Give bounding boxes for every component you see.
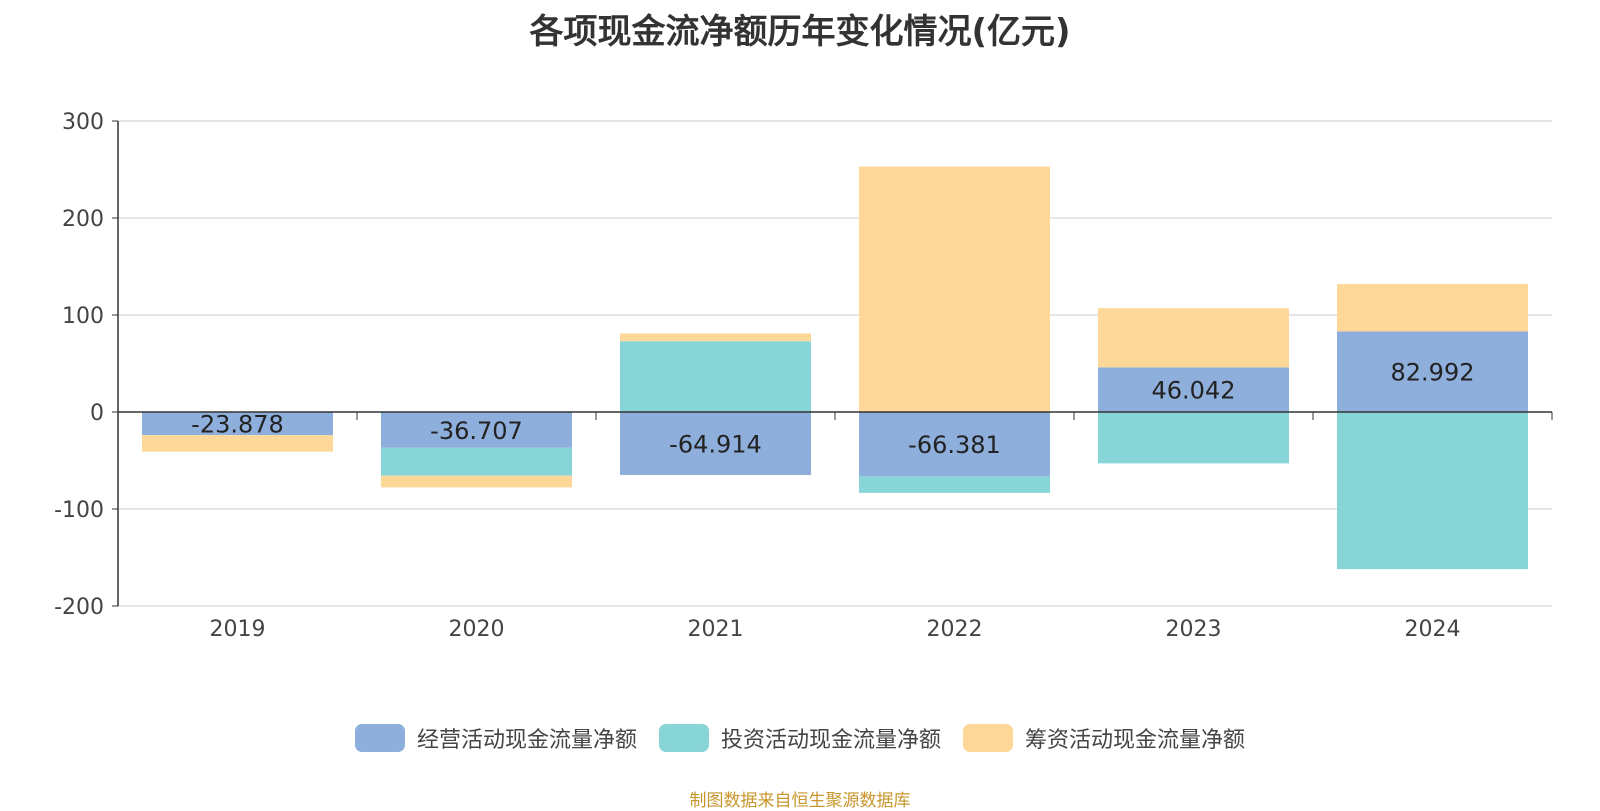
x-tick-label: 2021 — [688, 617, 744, 642]
legend-label-investing: 投资活动现金流量净额 — [720, 728, 941, 753]
bar-2021-series-2[interactable] — [620, 333, 811, 342]
x-tick-label: 2024 — [1405, 617, 1461, 642]
data-label-2024: 82.992 — [1391, 359, 1475, 387]
data-label-2019: -23.878 — [191, 411, 284, 439]
x-tick-label: 2022 — [927, 617, 983, 642]
bar-2022-series-2[interactable] — [859, 166, 1050, 412]
legend: 经营活动现金流量净额 投资活动现金流量净额 筹资活动现金流量净额 — [0, 722, 1600, 754]
bar-2020-series-0[interactable] — [381, 412, 572, 448]
bar-2021-series-0[interactable] — [620, 412, 811, 475]
legend-item-investing[interactable]: 投资活动现金流量净额 — [658, 722, 941, 754]
y-tick-label: -100 — [54, 498, 104, 523]
chart-plot: 300 200 100 0 -100 -200 2019 2020 2021 2022 2023 20… — [54, 110, 1553, 642]
bar-2022-series-1[interactable] — [859, 476, 1050, 493]
legend-swatch-operating — [354, 724, 405, 752]
gridlines — [118, 120, 1552, 607]
data-label-2020: -36.707 — [430, 417, 523, 445]
axes: 300 200 100 0 -100 -200 2019 2020 2021 2022 2023 20… — [54, 110, 1553, 642]
bar-2023-series-1[interactable] — [1098, 412, 1289, 464]
legend-item-operating[interactable]: 经营活动现金流量净额 — [354, 722, 637, 754]
data-label-2023: 46.042 — [1152, 377, 1236, 405]
source-note: 制图数据来自恒生聚源数据库 — [689, 791, 911, 811]
bar-2024-series-1[interactable] — [1337, 412, 1528, 570]
bar-2020-series-1[interactable] — [381, 447, 572, 476]
bar-2019-series-0[interactable] — [142, 412, 333, 436]
bar-2022-series-0[interactable] — [859, 412, 1050, 477]
legend-swatch-financing — [963, 724, 1013, 752]
bar-2020-series-2[interactable] — [381, 475, 572, 488]
bar-2019-series-2[interactable] — [142, 435, 333, 452]
y-tick-label: 300 — [62, 110, 104, 135]
data-label-2022: -66.381 — [908, 431, 1001, 459]
y-tick-label: 0 — [90, 401, 104, 426]
legend-label-operating: 经营活动现金流量净额 — [416, 728, 637, 753]
legend-swatch-investing — [658, 724, 709, 752]
legend-item-financing[interactable]: 筹资活动现金流量净额 — [963, 722, 1245, 754]
bars — [142, 166, 1528, 570]
bar-2024-series-2[interactable] — [1337, 283, 1528, 332]
y-tick-label: 100 — [62, 304, 104, 329]
y-tick-label: 200 — [62, 207, 104, 232]
x-tick-label: 2020 — [449, 617, 505, 642]
chart-title: 各项现金流净额历年变化情况(亿元) — [529, 12, 1071, 52]
data-label-2021: -64.914 — [669, 430, 762, 458]
legend-label-financing: 筹资活动现金流量净额 — [1025, 728, 1246, 753]
data-labels: -23.878 -36.707 -64.914 -66.381 46.042 82.992 — [191, 359, 1474, 459]
x-tick-label: 2019 — [210, 617, 266, 642]
y-tick-label: -200 — [54, 595, 104, 620]
bar-2021-series-1[interactable] — [620, 341, 811, 412]
x-tick-label: 2023 — [1166, 617, 1222, 642]
bar-2024-series-0[interactable] — [1337, 331, 1528, 412]
bar-2023-series-2[interactable] — [1098, 308, 1289, 368]
bar-2023-series-0[interactable] — [1098, 367, 1289, 412]
